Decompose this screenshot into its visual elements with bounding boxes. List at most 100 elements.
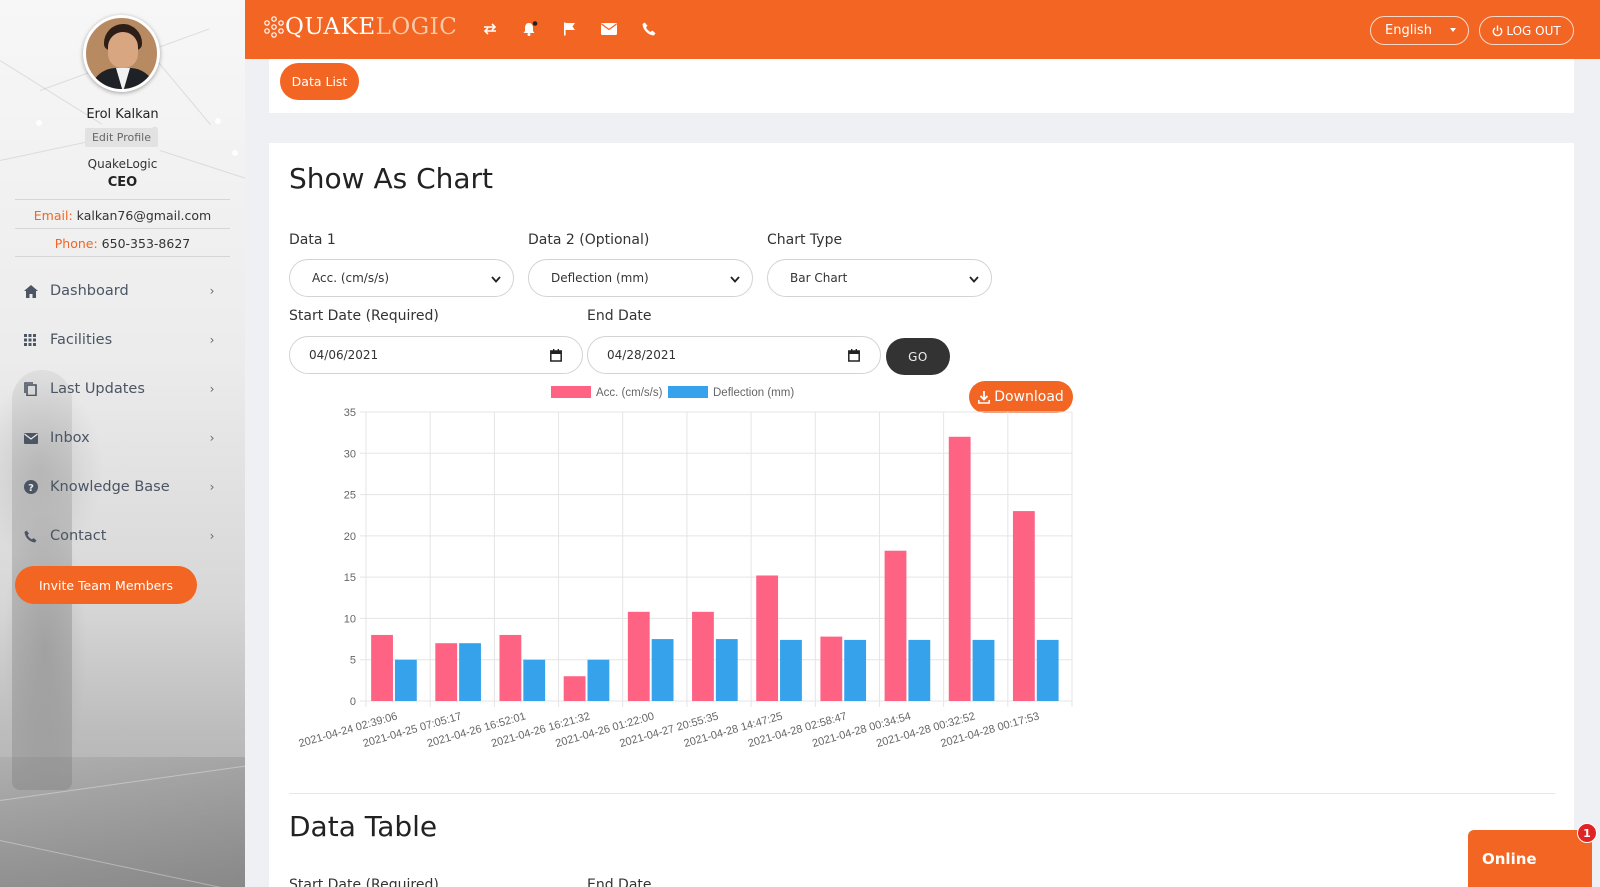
logo[interactable]: QUAKELOGIC	[263, 14, 457, 40]
home-icon	[18, 284, 46, 298]
sidebar-item-last-updates[interactable]: Last Updates ›	[18, 373, 218, 405]
show-as-chart-title: Show As Chart	[289, 162, 494, 195]
online-chat-widget[interactable]: Online	[1468, 830, 1592, 887]
email-label: Email:	[33, 208, 73, 223]
download-icon	[978, 390, 991, 404]
language-select[interactable]: English	[1370, 16, 1469, 45]
invite-team-members-button[interactable]: Invite Team Members	[15, 566, 197, 604]
legend-label: Acc. (cm/s/s)	[596, 387, 663, 399]
start-date-value: 04/06/2021	[309, 348, 379, 362]
chat-notification-badge: 1	[1577, 823, 1597, 843]
sidebar-item-facilities[interactable]: Facilities ›	[18, 324, 218, 356]
grid-icon	[18, 334, 46, 346]
calendar-icon[interactable]	[848, 349, 860, 365]
phone-icon	[18, 530, 46, 543]
phone-icon[interactable]	[638, 18, 660, 40]
envelope-icon[interactable]	[598, 18, 620, 40]
sidebar-item-label: Last Updates	[50, 381, 145, 397]
profile-email: Email: kalkan76@gmail.com	[0, 208, 245, 223]
chevron-right-icon: ›	[209, 480, 215, 494]
profile-role: CEO	[107, 175, 138, 190]
bar-1-2	[523, 659, 546, 701]
start-date-label: Start Date (Required)	[289, 308, 439, 324]
profile-name: Erol Kalkan	[86, 107, 159, 122]
y-tick-label: 5	[350, 655, 356, 667]
sidebar-item-label: Knowledge Base	[50, 479, 170, 495]
bar-0-8	[884, 550, 907, 701]
bar-0-6	[756, 575, 779, 701]
y-tick-label: 35	[344, 407, 356, 419]
svg-text:?: ?	[28, 483, 34, 494]
sidebar-item-dashboard[interactable]: Dashboard ›	[18, 275, 218, 307]
data-table-title: Data Table	[289, 810, 438, 843]
bar-1-9	[972, 639, 995, 701]
profile-phone: Phone: 650-353-8627	[0, 236, 245, 251]
chevron-right-icon: ›	[209, 382, 215, 396]
caret-down-icon	[1450, 28, 1456, 32]
bar-1-7	[844, 639, 867, 701]
profile-company: QuakeLogic	[87, 157, 158, 171]
edit-profile-button[interactable]: Edit Profile	[85, 128, 158, 147]
sidebar-item-inbox[interactable]: Inbox ›	[18, 422, 218, 454]
y-tick-label: 20	[344, 531, 356, 543]
bar-0-0	[371, 634, 393, 701]
swap-icon[interactable]	[479, 18, 501, 40]
top-bar: QUAKELOGIC English LOG OUT	[245, 0, 1600, 59]
data2-value: Deflection (mm)	[551, 271, 649, 285]
download-button[interactable]: Download	[969, 381, 1073, 413]
logout-button[interactable]: LOG OUT	[1479, 16, 1574, 45]
phone-value[interactable]: 650-353-8627	[101, 236, 191, 251]
logo-text: QUAKELOGIC	[285, 14, 457, 40]
y-tick-label: 30	[344, 448, 356, 460]
email-value[interactable]: kalkan76@gmail.com	[76, 208, 212, 223]
bar-0-3	[563, 676, 586, 701]
bar-0-5	[692, 611, 714, 701]
flag-icon[interactable]	[558, 18, 580, 40]
data2-select[interactable]: Deflection (mm)	[528, 259, 753, 297]
avatar[interactable]	[83, 15, 160, 92]
bar-0-9	[948, 436, 971, 701]
chart-type-label: Chart Type	[767, 232, 843, 248]
calendar-icon[interactable]	[550, 349, 562, 365]
bar-0-2	[499, 634, 522, 701]
bell-icon[interactable]	[519, 18, 541, 40]
end-date-value: 04/28/2021	[607, 348, 677, 362]
table-start-date-label: Start Date (Required)	[289, 877, 439, 887]
data-list-button[interactable]: Data List	[280, 63, 359, 100]
language-value: English	[1385, 23, 1432, 38]
start-date-input[interactable]: 04/06/2021	[289, 336, 583, 374]
end-date-input[interactable]: 04/28/2021	[587, 336, 881, 374]
chevron-right-icon: ›	[209, 284, 215, 298]
sidebar-item-label: Inbox	[50, 430, 90, 446]
bar-1-8	[908, 639, 931, 701]
help-icon: ?	[18, 480, 46, 494]
legend-label: Deflection (mm)	[713, 387, 794, 399]
chevron-down-icon	[491, 273, 501, 286]
chevron-down-icon	[969, 273, 979, 286]
online-chat-label: Online	[1482, 850, 1537, 868]
logo-icon	[264, 16, 284, 38]
data2-label: Data 2 (Optional)	[528, 232, 650, 248]
bar-1-1	[459, 643, 481, 701]
y-tick-label: 15	[344, 572, 356, 584]
go-button[interactable]: GO	[886, 338, 950, 375]
logout-label: LOG OUT	[1506, 23, 1561, 38]
sidebar-item-label: Facilities	[50, 332, 113, 348]
y-tick-label: 10	[344, 613, 356, 625]
sidebar-item-contact[interactable]: Contact ›	[18, 520, 218, 552]
download-label: Download	[994, 389, 1064, 405]
sidebar-item-knowledge-base[interactable]: ? Knowledge Base ›	[18, 471, 218, 503]
phone-label: Phone:	[54, 236, 98, 251]
y-tick-label: 25	[344, 490, 356, 502]
bar-1-4	[651, 639, 674, 701]
data1-select[interactable]: Acc. (cm/s/s)	[289, 259, 514, 297]
legend-swatch	[551, 386, 591, 398]
chart-type-select[interactable]: Bar Chart	[767, 259, 992, 297]
copy-icon	[18, 382, 46, 396]
y-tick-label: 0	[350, 696, 356, 708]
bar-1-0	[394, 659, 417, 701]
data-list-card	[269, 59, 1574, 113]
power-icon	[1492, 25, 1503, 36]
bar-1-3	[587, 659, 610, 701]
